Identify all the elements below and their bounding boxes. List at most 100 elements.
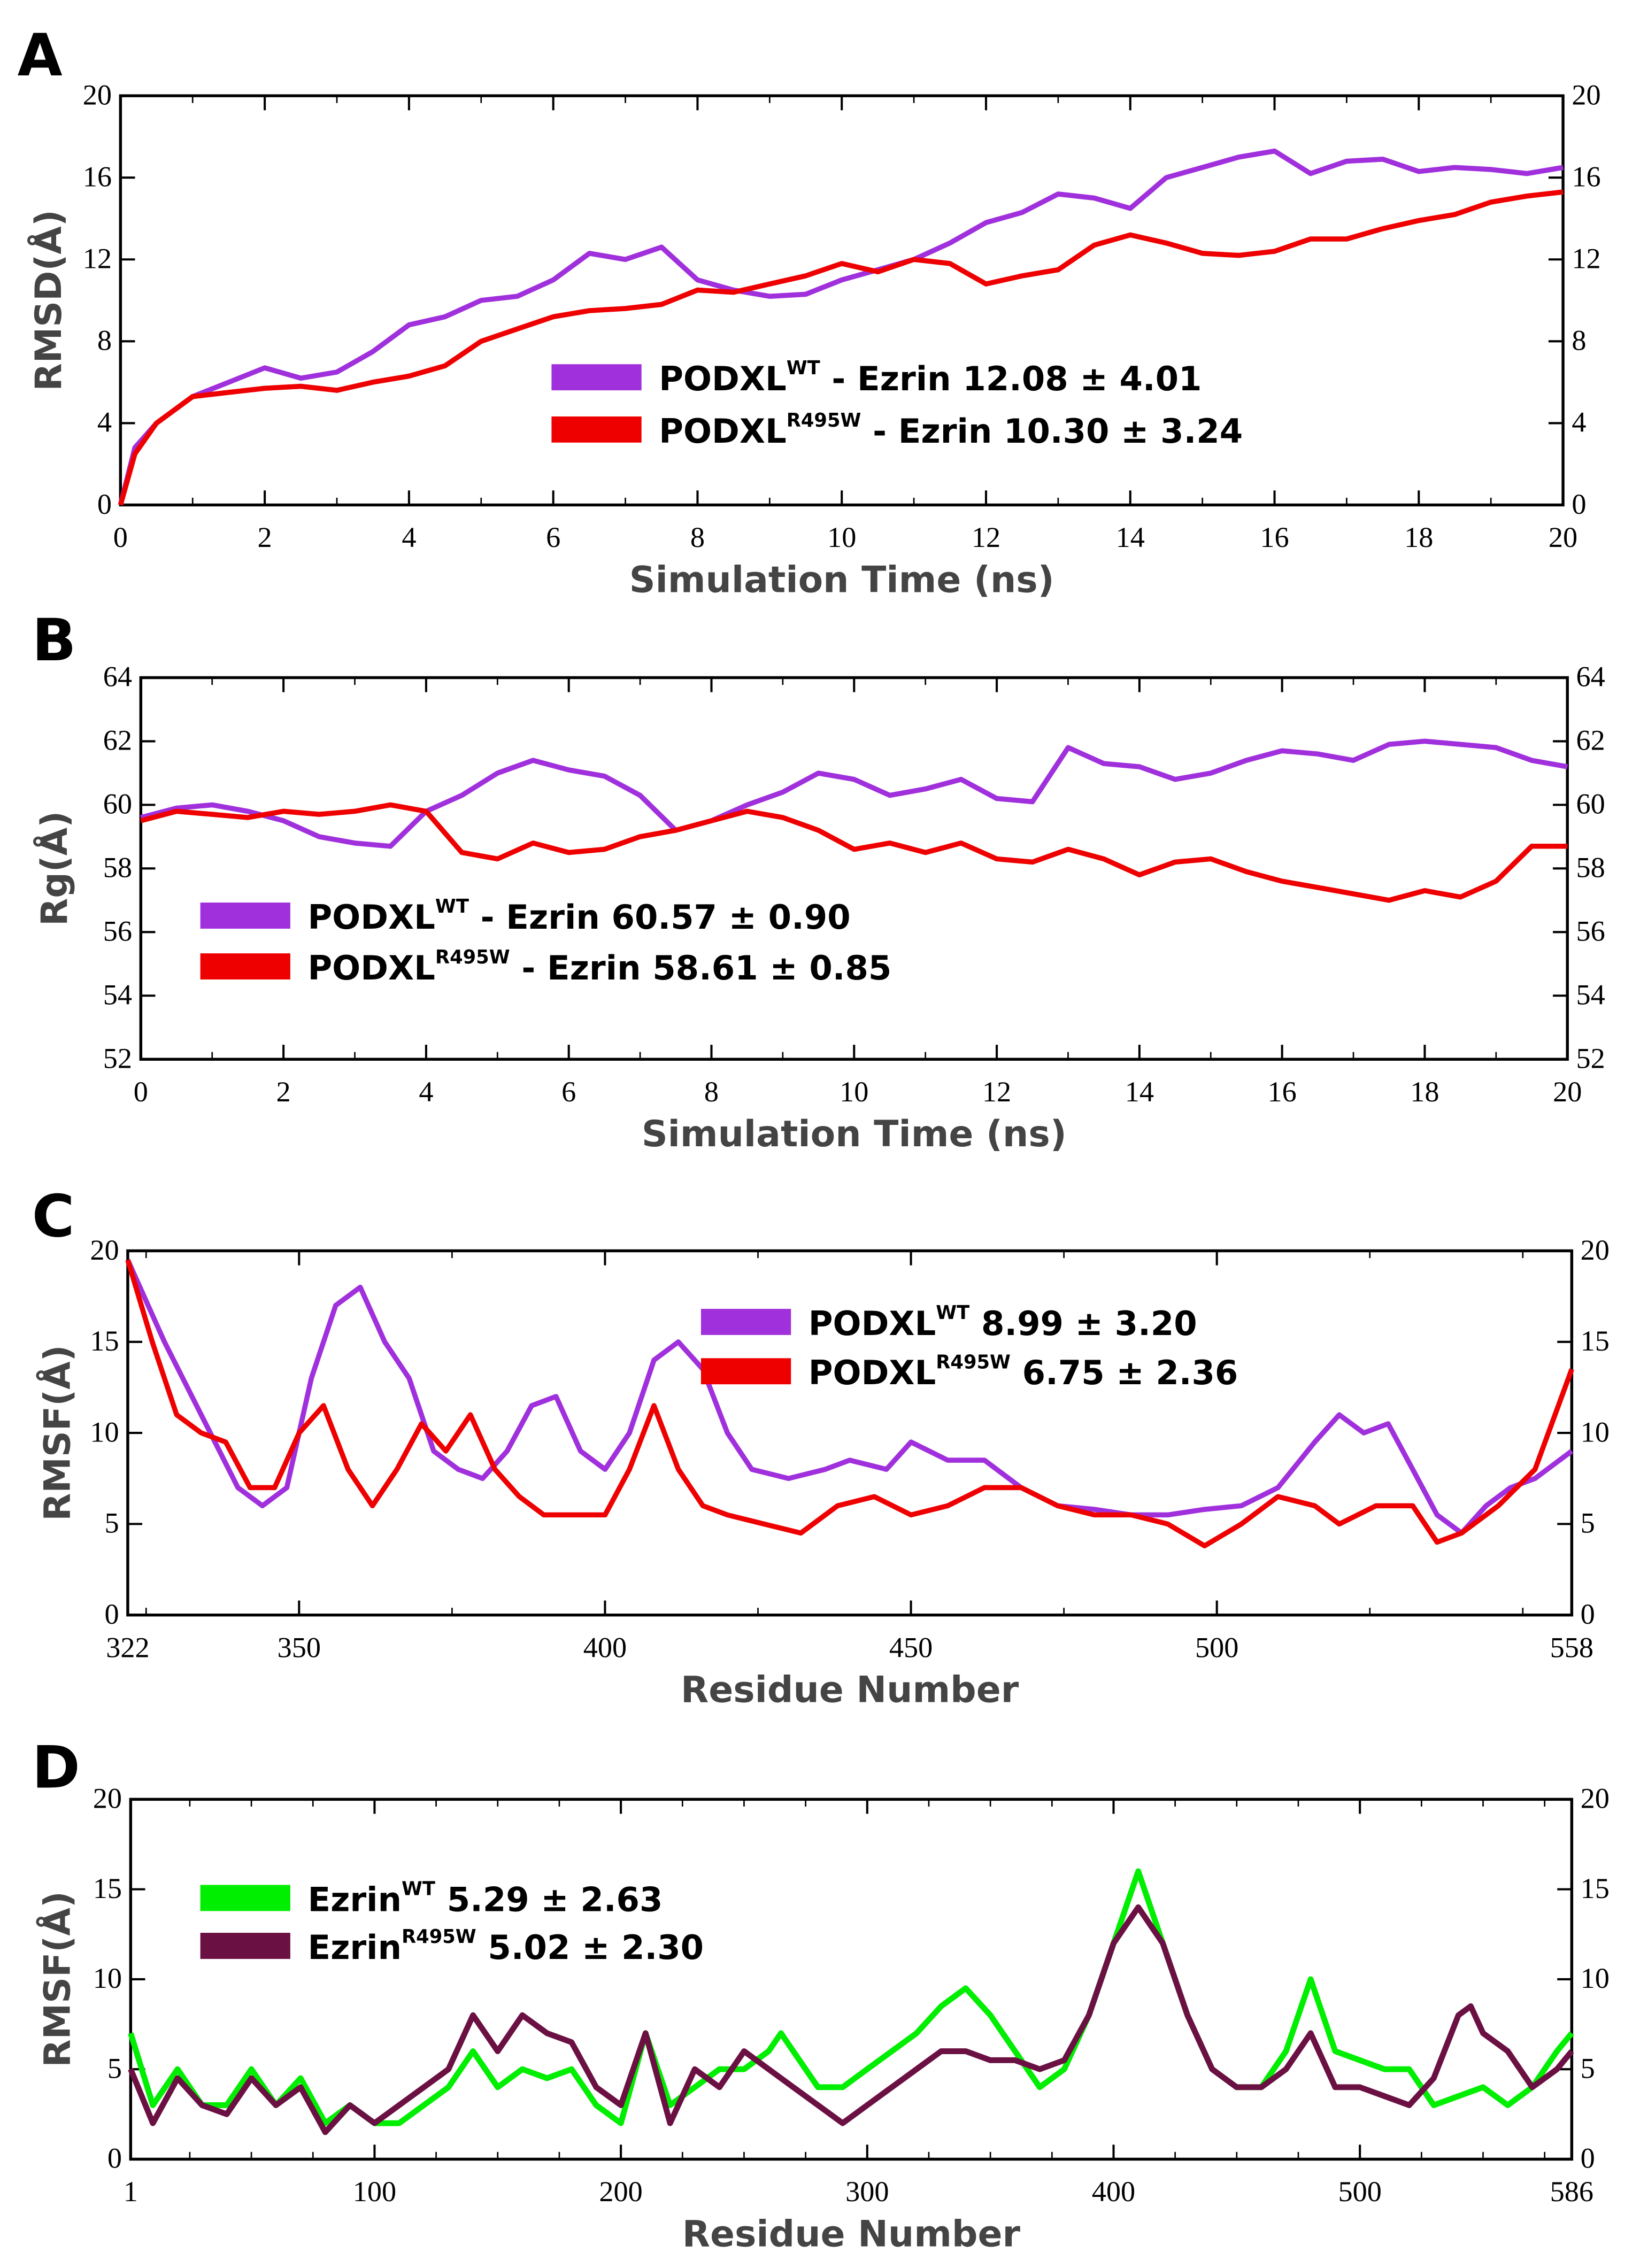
- legend-name: Ezrin: [307, 1928, 402, 1967]
- legend-label: PODXLR495W 6.75 ± 2.36: [809, 1351, 1238, 1392]
- x-tick-label: 1: [124, 2176, 138, 2208]
- panel-letter: C: [32, 1182, 75, 1250]
- y-tick-label-right: 5: [1581, 2052, 1595, 2084]
- y-tick-label: 15: [90, 1325, 119, 1357]
- x-tick-label: 450: [889, 1631, 933, 1663]
- legend-superscript: R495W: [435, 946, 510, 968]
- x-tick-label: 8: [690, 521, 705, 553]
- x-tick-label: 4: [402, 521, 416, 553]
- x-tick-label: 500: [1338, 2176, 1381, 2208]
- x-tick-label: 400: [1092, 2176, 1135, 2208]
- legend-name: PODXL: [809, 1353, 936, 1392]
- x-tick-label: 8: [704, 1076, 719, 1108]
- legend-label: PODXLWT 8.99 ± 3.20: [809, 1302, 1197, 1343]
- legend-name: PODXL: [307, 898, 435, 937]
- y-tick-label: 10: [93, 1962, 122, 1994]
- x-tick-label: 300: [845, 2176, 889, 2208]
- y-axis-label: RMSF(Å): [36, 1891, 79, 2067]
- x-tick-label: 322: [106, 1631, 149, 1663]
- panel-letter: A: [18, 21, 63, 89]
- y-tick-label: 0: [104, 1598, 119, 1630]
- y-tick-label-right: 4: [1572, 406, 1586, 438]
- x-tick-label: 0: [134, 1076, 148, 1108]
- y-tick-label: 10: [90, 1416, 119, 1448]
- x-tick-label: 12: [972, 521, 1000, 553]
- legend-stats: - Ezrin 58.61 ± 0.85: [510, 948, 892, 988]
- y-tick-label-right: 58: [1576, 852, 1605, 884]
- y-tick-label-right: 0: [1581, 2142, 1595, 2174]
- x-tick-label: 10: [840, 1076, 868, 1108]
- x-tick-label: 586: [1550, 2176, 1593, 2208]
- x-tick-label: 20: [1553, 1076, 1582, 1108]
- y-tick-label-right: 15: [1581, 1325, 1610, 1357]
- legend-stats: 6.75 ± 2.36: [1011, 1353, 1238, 1392]
- legend-superscript: R495W: [402, 1926, 476, 1948]
- legend-superscript: R495W: [787, 410, 861, 431]
- x-tick-label: 2: [276, 1076, 291, 1108]
- legend-stats: - Ezrin 60.57 ± 0.90: [469, 898, 851, 937]
- y-tick-label: 62: [103, 724, 132, 757]
- y-tick-label: 4: [97, 406, 112, 438]
- y-tick-label: 5: [107, 2052, 122, 2084]
- y-tick-label-right: 52: [1576, 1043, 1605, 1075]
- x-tick-label: 4: [419, 1076, 433, 1108]
- legend-stats: 8.99 ± 3.20: [969, 1304, 1197, 1343]
- legend-name: PODXL: [659, 359, 786, 398]
- y-tick-label: 20: [83, 79, 112, 111]
- x-tick-label: 18: [1410, 1076, 1439, 1108]
- y-tick-label: 20: [93, 1783, 122, 1815]
- legend-label: PODXLR495W - Ezrin 10.30 ± 3.24: [659, 410, 1243, 451]
- y-tick-label-right: 60: [1576, 788, 1605, 820]
- panel-letter: D: [32, 1734, 80, 1802]
- x-tick-label: 14: [1116, 521, 1145, 553]
- plot-frame: [119, 94, 1565, 507]
- x-axis-label: Residue Number: [681, 1669, 1019, 1711]
- y-tick-label-right: 56: [1576, 915, 1605, 947]
- y-tick-label: 64: [103, 661, 132, 693]
- y-tick-label-right: 20: [1581, 1783, 1610, 1815]
- x-axis-label: Simulation Time (ns): [629, 559, 1054, 601]
- series-line-wt: [140, 738, 1568, 849]
- y-tick-label-right: 54: [1576, 979, 1605, 1011]
- legend-name: PODXL: [659, 412, 786, 451]
- legend-superscript: R495W: [936, 1351, 1011, 1373]
- y-tick-label-right: 5: [1581, 1507, 1595, 1539]
- x-tick-label: 2: [258, 521, 272, 553]
- y-tick-label-right: 8: [1572, 325, 1586, 357]
- y-tick-label: 0: [107, 2142, 122, 2174]
- y-tick-label: 52: [103, 1043, 132, 1075]
- x-tick-label: 0: [113, 521, 128, 553]
- y-tick-label-right: 10: [1581, 1962, 1610, 1994]
- legend-label: PODXLWT - Ezrin 60.57 ± 0.90: [307, 896, 850, 937]
- y-tick-label: 20: [90, 1234, 119, 1266]
- y-tick-label-right: 20: [1581, 1234, 1610, 1266]
- y-tick-label: 16: [83, 160, 112, 192]
- panel-letter: B: [32, 606, 76, 674]
- x-tick-label: 16: [1268, 1076, 1297, 1108]
- legend-label: EzrinWT 5.29 ± 2.63: [307, 1878, 663, 1919]
- y-axis-label: RMSD(Å): [27, 210, 70, 391]
- series-line-wt: [125, 1259, 1574, 1536]
- legend-swatch: [200, 1885, 290, 1911]
- x-tick-label: 100: [353, 2176, 396, 2208]
- y-tick-label: 15: [93, 1872, 122, 1904]
- legend-stats: - Ezrin 10.30 ± 3.24: [861, 412, 1243, 451]
- y-tick-label-right: 10: [1581, 1416, 1610, 1448]
- y-tick-label: 54: [103, 979, 132, 1011]
- legend-stats: 5.02 ± 2.30: [476, 1928, 704, 1967]
- x-tick-label: 16: [1260, 521, 1289, 553]
- x-tick-label: 10: [827, 521, 856, 553]
- series-line-r495w: [140, 802, 1568, 903]
- x-tick-label: 200: [599, 2176, 642, 2208]
- y-tick-label-right: 15: [1581, 1872, 1610, 1904]
- y-tick-label: 58: [103, 852, 132, 884]
- legend-superscript: WT: [787, 357, 820, 379]
- y-tick-label-right: 12: [1572, 243, 1600, 275]
- legend-swatch: [700, 1358, 791, 1385]
- y-tick-label-right: 0: [1581, 1598, 1595, 1630]
- x-axis-label: Simulation Time (ns): [642, 1113, 1067, 1155]
- y-tick-label: 0: [97, 488, 112, 520]
